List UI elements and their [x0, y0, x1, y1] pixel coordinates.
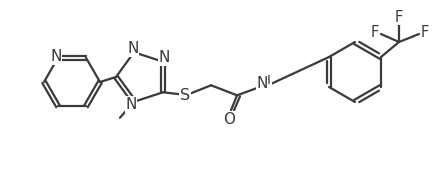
Text: N: N [127, 41, 139, 56]
Text: O: O [223, 112, 235, 127]
Text: N: N [125, 97, 137, 112]
Text: F: F [395, 9, 403, 24]
Text: F: F [421, 24, 429, 40]
Text: H: H [261, 74, 271, 87]
Text: N: N [50, 49, 62, 64]
Text: S: S [180, 88, 190, 103]
Text: F: F [371, 24, 379, 40]
Text: N: N [257, 76, 268, 91]
Text: N: N [158, 50, 170, 65]
